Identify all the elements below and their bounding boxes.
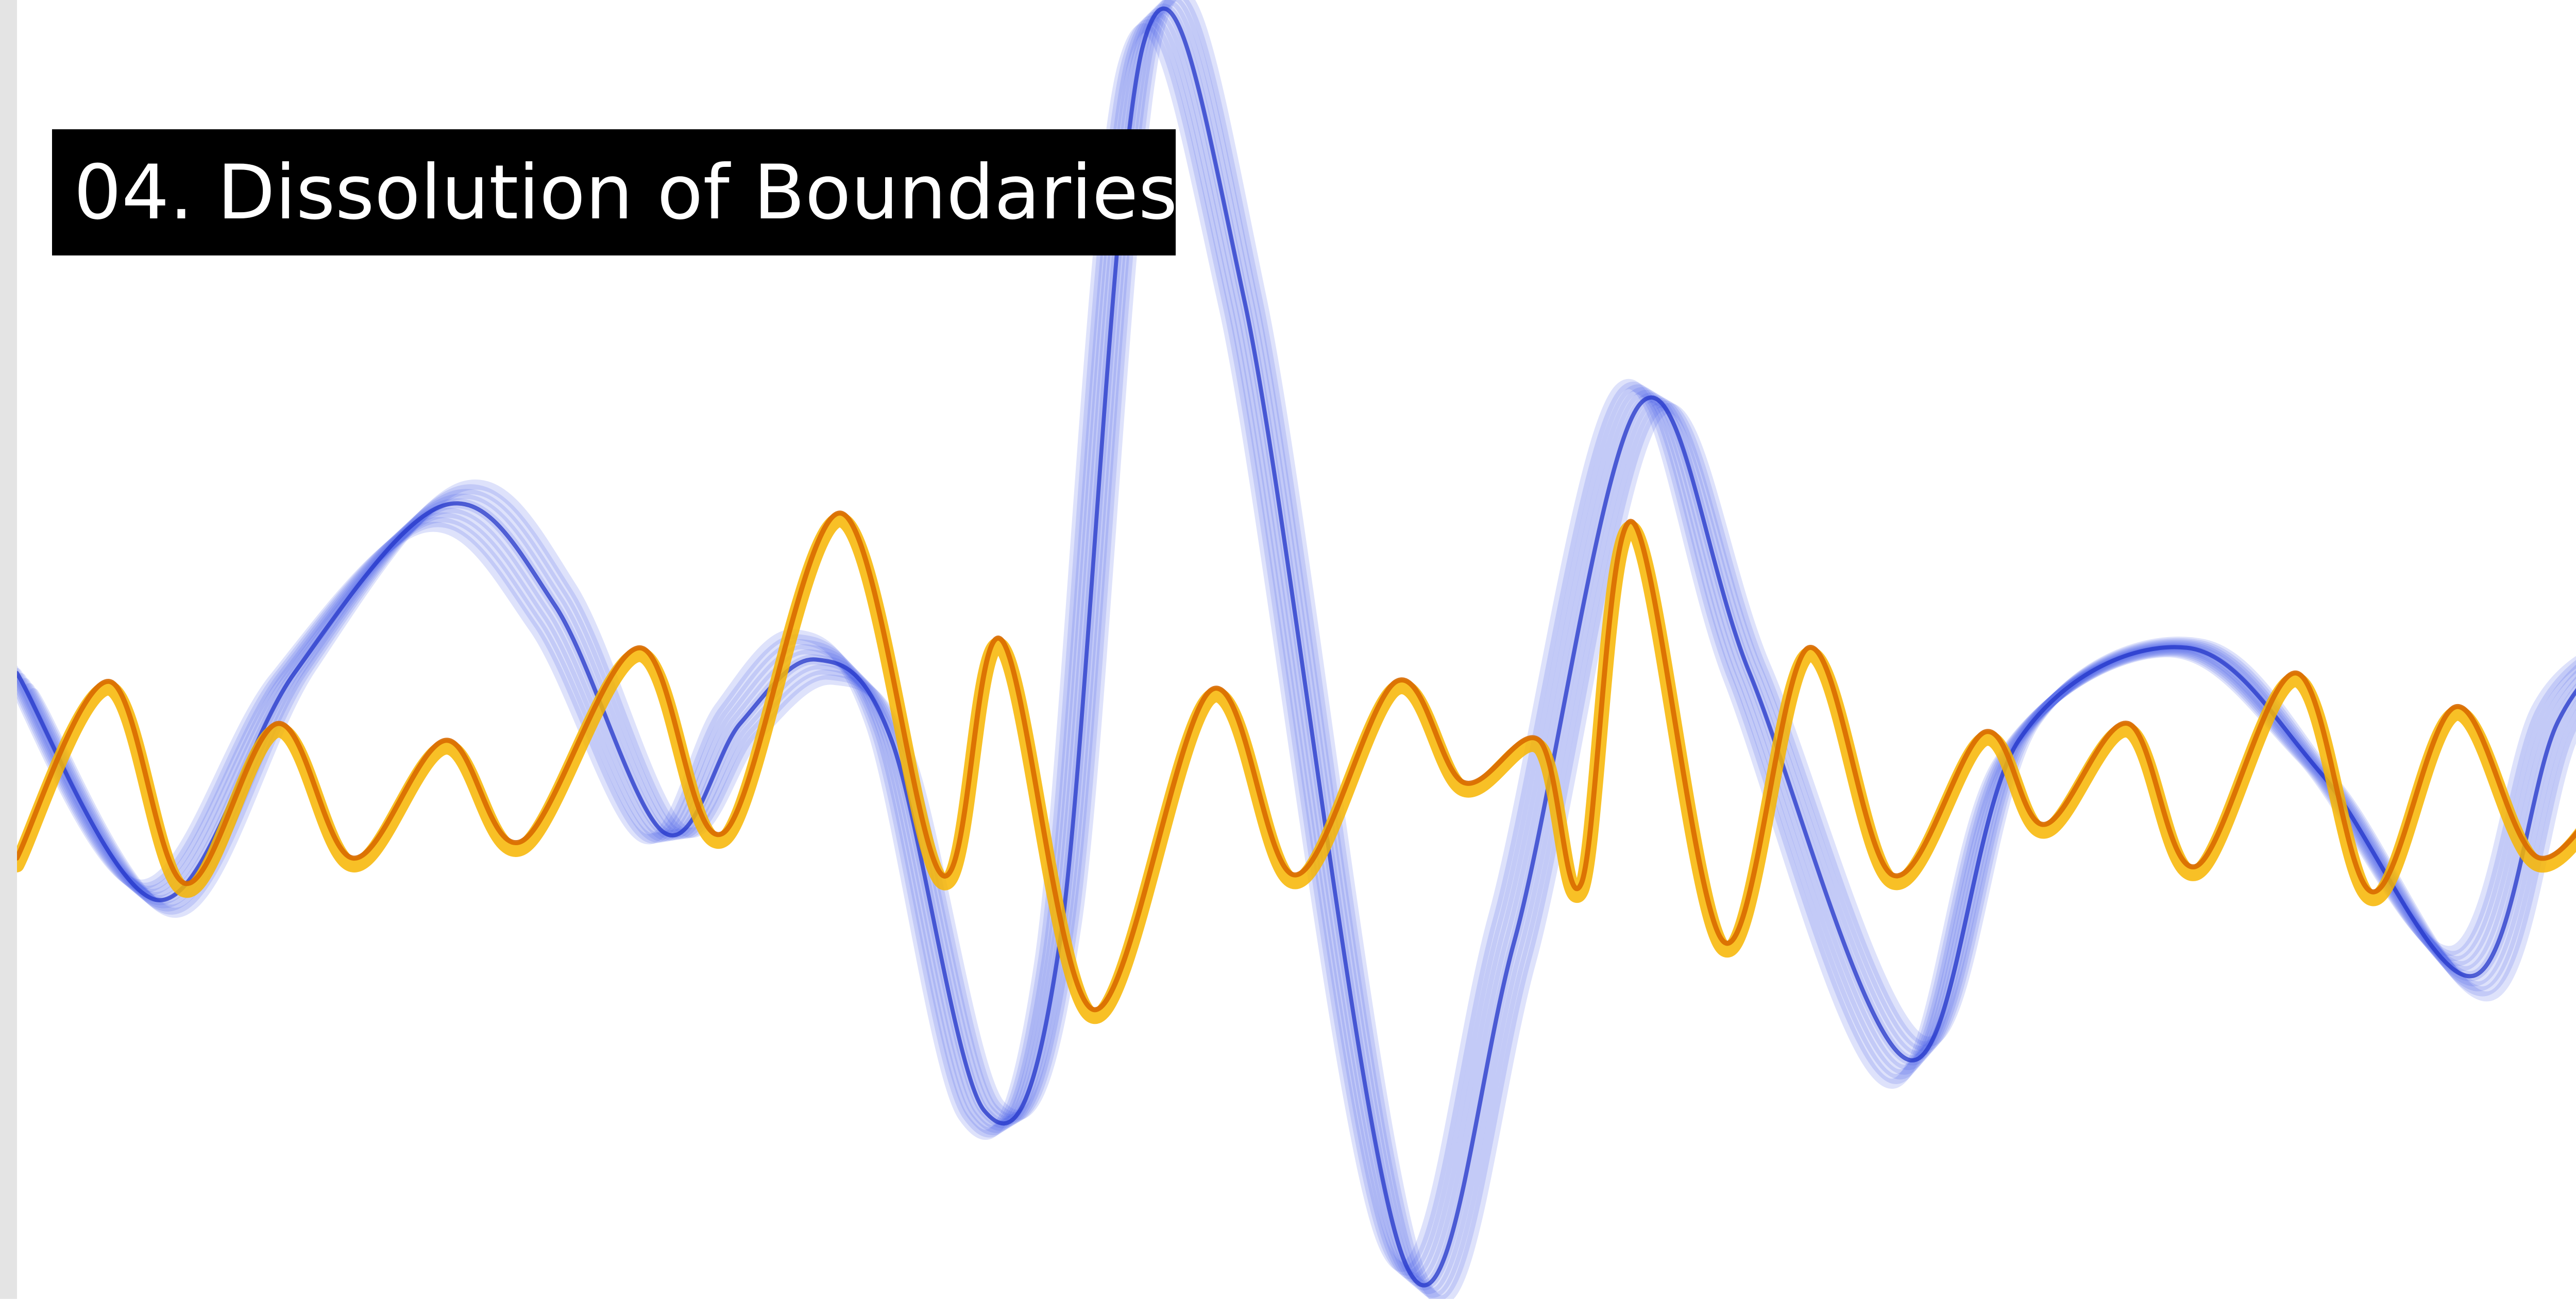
blue-edge: [14, 6, 2576, 1288]
blue-ribbon: [24, 0, 2576, 1301]
title-box: 04. Dissolution of Boundaries: [52, 129, 1178, 255]
blue-ribbon: [28, 0, 2576, 1301]
orange-edge: [14, 510, 2576, 1013]
title: 04. Dissolution of Boundaries: [74, 148, 1178, 236]
left-border: [0, 0, 17, 1299]
